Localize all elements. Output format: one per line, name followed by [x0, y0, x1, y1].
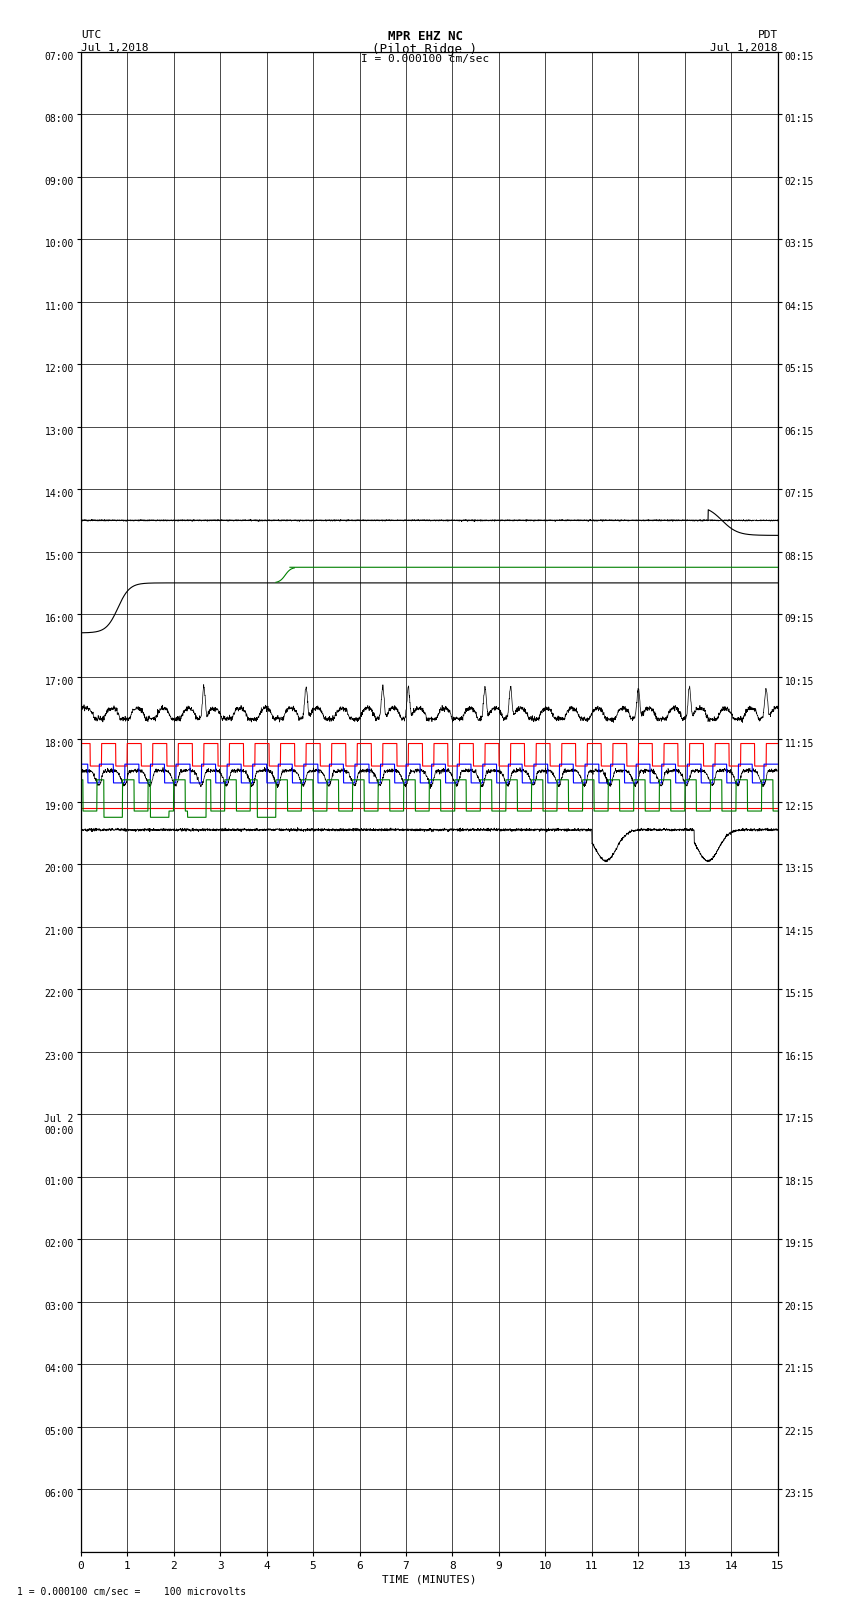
Text: 1 = 0.000100 cm/sec =    100 microvolts: 1 = 0.000100 cm/sec = 100 microvolts	[17, 1587, 246, 1597]
Text: Jul 1,2018: Jul 1,2018	[81, 44, 148, 53]
Text: (Pilot Ridge ): (Pilot Ridge )	[372, 44, 478, 56]
Text: PDT: PDT	[757, 31, 778, 40]
Text: Jul 1,2018: Jul 1,2018	[711, 44, 778, 53]
X-axis label: TIME (MINUTES): TIME (MINUTES)	[382, 1574, 477, 1586]
Text: MPR EHZ NC: MPR EHZ NC	[388, 31, 462, 44]
Text: I = 0.000100 cm/sec: I = 0.000100 cm/sec	[361, 53, 489, 65]
Text: UTC: UTC	[81, 31, 101, 40]
